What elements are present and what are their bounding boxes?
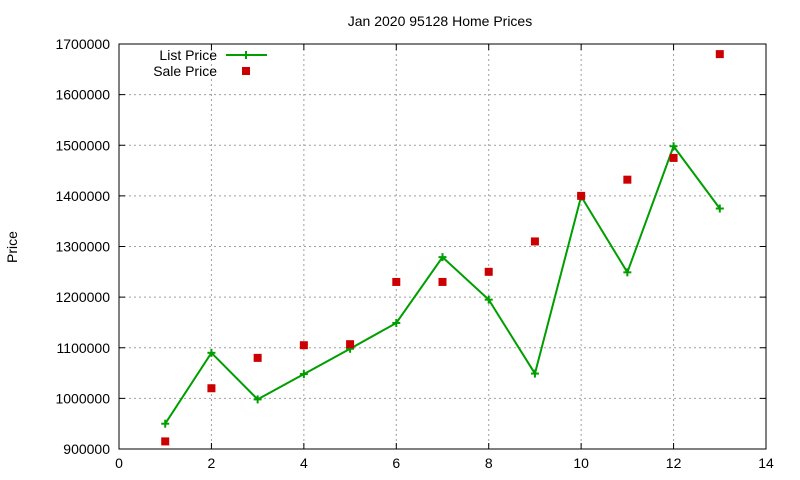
y-tick-label: 1400000 — [55, 188, 110, 204]
list-price-point — [623, 268, 632, 277]
data-series — [161, 50, 724, 446]
x-tick-label: 6 — [392, 455, 400, 471]
list-price-point — [715, 204, 724, 213]
x-tick-label: 0 — [115, 455, 123, 471]
y-tick-label: 1600000 — [55, 87, 110, 103]
x-tick-label: 10 — [573, 455, 589, 471]
y-axis-label: Price — [4, 231, 20, 263]
list-price-point — [669, 142, 678, 151]
sale-price-point — [669, 153, 678, 162]
y-tick-label: 1500000 — [55, 137, 110, 153]
list-price-point — [392, 318, 401, 327]
list-price-point — [161, 419, 170, 428]
y-tick-label: 1700000 — [55, 36, 110, 52]
list-price-point — [530, 369, 539, 378]
x-tick-label: 2 — [208, 455, 216, 471]
y-tick-label: 1100000 — [57, 340, 111, 356]
sale-price-point — [484, 267, 493, 276]
sale-price-point — [253, 353, 262, 362]
sale-price-point — [207, 384, 216, 393]
x-tick-label: 12 — [666, 455, 682, 471]
sale-price-point — [623, 175, 632, 184]
list-price-point — [253, 395, 262, 404]
legend-label-sale-price: Sale Price — [153, 63, 217, 79]
plot-area-frame — [118, 43, 767, 450]
sale-price-point — [530, 237, 539, 246]
list-price-point — [207, 348, 216, 357]
legend-label-list-price: List Price — [159, 47, 217, 63]
legend-marker-list-price — [242, 51, 250, 59]
list-price-point — [484, 295, 493, 304]
sale-price-point — [299, 341, 308, 350]
sale-price-point — [438, 277, 447, 286]
y-tick-label: 1300000 — [55, 239, 110, 255]
sale-price-point — [161, 437, 170, 446]
x-tick-label: 8 — [485, 455, 493, 471]
axis-ticks: 0 2 4 6 8 10 12 14 900000 1000000 1100000 1200000 13… — [55, 36, 774, 471]
y-tick-label: 1000000 — [55, 390, 110, 406]
sale-price-point — [392, 277, 401, 286]
x-tick-label: 14 — [758, 455, 774, 471]
legend: List Price Sale Price — [153, 47, 267, 79]
y-tick-label: 900000 — [63, 441, 110, 457]
sale-price-point — [715, 50, 724, 59]
sale-price-point — [346, 340, 355, 349]
legend-marker-sale-price — [242, 67, 250, 75]
grid-lines — [119, 44, 766, 449]
chart-title: Jan 2020 95128 Home Prices — [348, 13, 532, 29]
sale-price-point — [577, 191, 586, 200]
y-tick-label: 1200000 — [55, 289, 110, 305]
list-price-point — [438, 253, 447, 262]
legend-plus-marker — [242, 51, 250, 59]
list-price-point — [299, 370, 308, 379]
x-tick-label: 4 — [300, 455, 308, 471]
